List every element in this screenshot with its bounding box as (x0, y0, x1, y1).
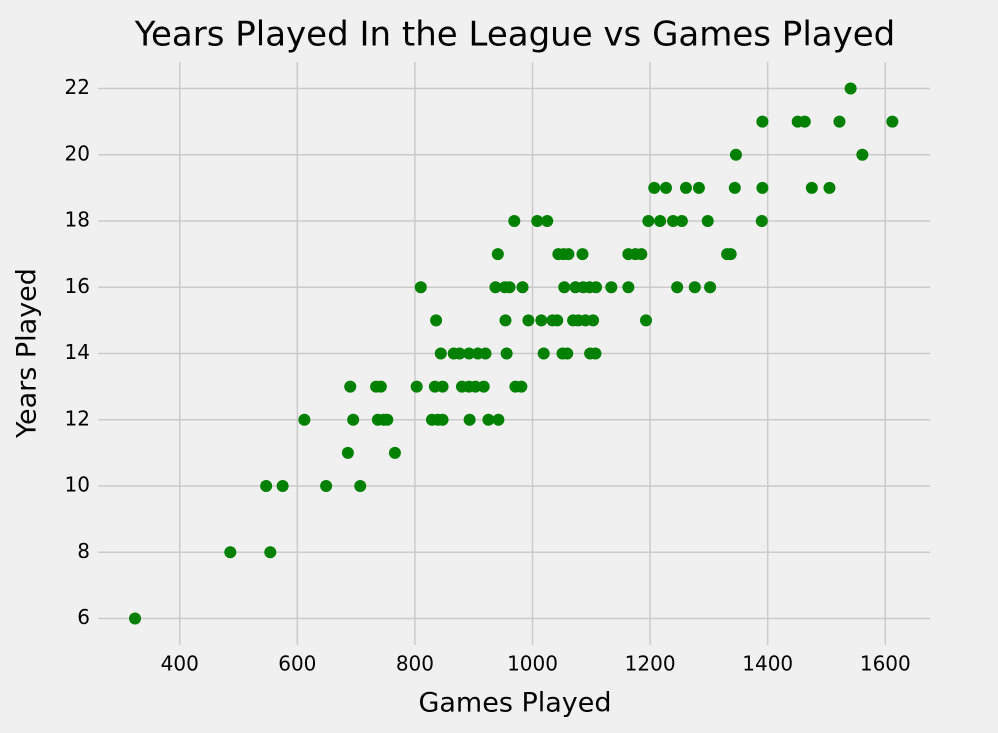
point (489, 281, 502, 294)
y-tick-label: 10 (65, 473, 90, 497)
point (320, 480, 333, 492)
y-tick-label: 16 (65, 274, 90, 298)
point (515, 380, 528, 393)
point (728, 181, 741, 194)
point (535, 314, 548, 327)
point (551, 314, 564, 327)
point (347, 413, 360, 426)
point (298, 413, 311, 426)
point (675, 215, 688, 227)
point (503, 281, 516, 294)
point (492, 413, 505, 426)
y-tick-label: 20 (65, 141, 90, 165)
point (344, 380, 357, 393)
x-tick-label: 1200 (625, 652, 676, 676)
point (522, 314, 535, 327)
x-tick-label: 1600 (860, 652, 911, 676)
point (463, 347, 476, 360)
point (667, 215, 680, 227)
y-tick-label: 12 (65, 406, 90, 430)
point (410, 380, 423, 393)
point (260, 480, 273, 492)
x-tick-label: 600 (278, 652, 316, 676)
point (436, 413, 449, 426)
point (654, 215, 667, 227)
point (453, 347, 466, 360)
y-tick-label: 14 (65, 340, 90, 364)
point (688, 281, 701, 294)
point (531, 215, 544, 227)
y-tick-label: 6 (77, 605, 90, 629)
point (823, 181, 836, 194)
point (463, 413, 476, 426)
point (508, 215, 521, 227)
x-tick-label: 1400 (742, 652, 793, 676)
point (491, 248, 504, 261)
point (659, 181, 672, 194)
chart-title: Years Played In the League vs Games Play… (134, 15, 895, 55)
y-tick-label: 8 (77, 539, 90, 563)
point (477, 380, 490, 393)
point (129, 612, 142, 625)
point (622, 281, 635, 294)
point (561, 347, 574, 360)
point (798, 115, 811, 128)
point (354, 480, 367, 492)
point (374, 380, 387, 393)
point (224, 546, 237, 559)
y-tick-label: 18 (65, 208, 90, 232)
point (516, 281, 529, 294)
point (264, 546, 277, 559)
point (381, 413, 394, 426)
point (701, 215, 714, 227)
point (648, 181, 661, 194)
point (856, 148, 869, 161)
y-tick-label: 22 (65, 75, 90, 99)
point (642, 215, 655, 227)
point (388, 446, 401, 459)
point (558, 281, 571, 294)
point (482, 413, 495, 426)
point (724, 248, 737, 261)
point (833, 115, 846, 128)
point (499, 314, 512, 327)
point (671, 281, 684, 294)
x-tick-label: 800 (396, 652, 434, 676)
point (436, 380, 449, 393)
point (541, 215, 554, 227)
point (704, 281, 717, 294)
point (587, 314, 600, 327)
x-axis-label: Games Played (418, 688, 611, 719)
x-tick-label: 1000 (507, 652, 558, 676)
point (341, 446, 354, 459)
point (430, 314, 443, 327)
point (500, 347, 513, 360)
point (434, 347, 447, 360)
point (590, 281, 603, 294)
point (679, 181, 692, 194)
point (756, 115, 769, 128)
point (886, 115, 899, 128)
point (805, 181, 818, 194)
point (635, 248, 648, 261)
point (640, 314, 653, 327)
x-tick-label: 400 (161, 652, 199, 676)
point (589, 347, 602, 360)
point (756, 181, 769, 194)
point (537, 347, 550, 360)
point (755, 215, 768, 227)
point (729, 148, 742, 161)
point (469, 380, 482, 393)
point (479, 347, 492, 360)
point (414, 281, 427, 294)
point (276, 480, 289, 492)
point (562, 248, 575, 261)
point (605, 281, 618, 294)
y-axis-label: Years Played (12, 268, 43, 439)
point (576, 248, 589, 261)
point (844, 82, 857, 95)
point (692, 181, 705, 194)
